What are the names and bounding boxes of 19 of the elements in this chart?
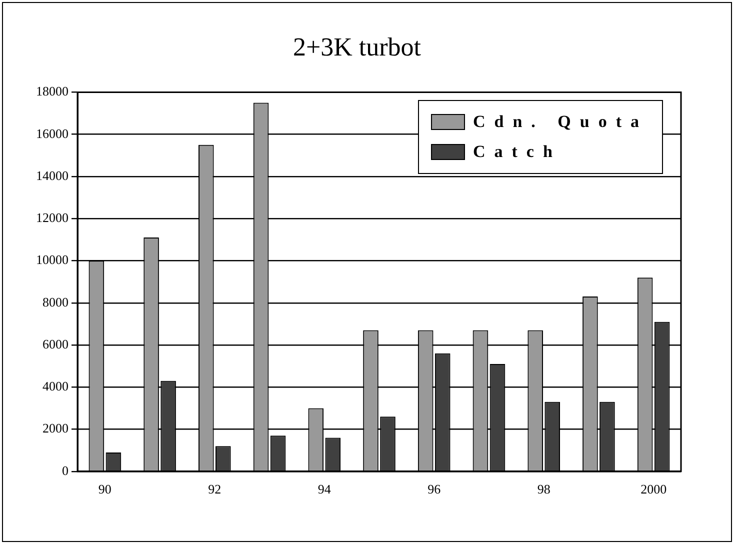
legend-label: Cdn. Quota [472, 112, 648, 132]
y-tick-label: 10000 [36, 252, 68, 268]
y-tick-label: 14000 [36, 168, 68, 183]
y-tick-label: 6000 [42, 336, 68, 352]
chart-title: 2+3K turbot [292, 32, 422, 62]
y-tick-label: 16000 [36, 126, 68, 141]
x-tick-label: 98 [537, 482, 550, 497]
y-tick-label: 18000 [36, 84, 68, 99]
x-tick-label: 2000 [640, 482, 667, 497]
y-tick-label: 8000 [42, 294, 68, 310]
x-tick-label: 96 [428, 482, 442, 497]
legend-label: Catch [472, 142, 562, 162]
y-tick-label: 12000 [36, 210, 68, 226]
y-tick-label: 4000 [42, 378, 68, 394]
y-tick-label: 2000 [42, 420, 68, 436]
x-tick-label: 94 [318, 482, 332, 497]
y-tick-label: 0 [62, 462, 68, 478]
x-tick-label: 90 [98, 482, 112, 497]
x-tick-label: 92 [208, 482, 222, 497]
